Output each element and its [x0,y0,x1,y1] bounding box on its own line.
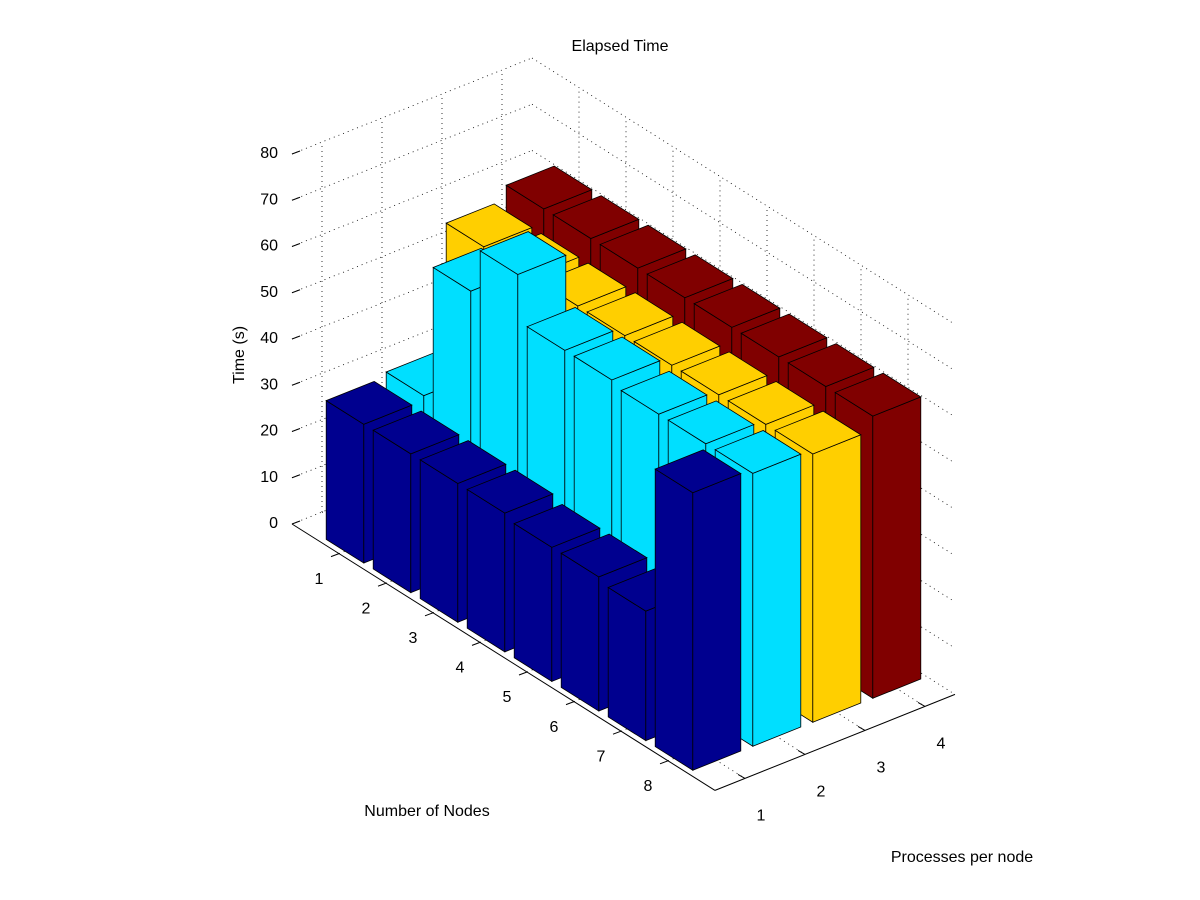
bar-face [812,434,862,723]
bar-top [667,400,755,445]
x-tick [612,730,622,735]
bar-top [727,381,815,425]
bar-top [654,449,742,494]
y-axis-line [714,693,956,791]
z-tick [291,381,301,386]
x-tick [424,612,434,617]
bar-top [586,292,674,337]
bar-face [419,459,459,623]
bar-top [372,410,460,455]
x-tick-label: 2 [362,600,371,617]
bar-face [372,429,412,594]
x-tick [330,553,340,558]
z-tick [291,520,301,525]
z-tick-label: 70 [260,191,278,208]
grid-line [291,57,533,155]
z-tick-label: 0 [269,515,278,532]
x-tick-label: 5 [503,689,512,706]
bar-top [325,380,413,425]
z-tick-label: 50 [260,284,278,301]
z-tick [291,474,301,479]
bar-top [479,231,567,275]
bar-top [419,440,507,484]
y-tick [737,773,746,779]
bar-face [872,396,922,699]
bar-top [573,336,661,381]
y-tick-label: 3 [877,760,886,777]
bar-top [505,165,593,210]
bar-top [620,370,708,415]
y-tick [857,725,866,731]
bar-top [560,533,648,578]
x-tick-label: 1 [315,571,324,588]
x-tick [565,701,575,706]
z-tick [291,335,301,340]
x-tick [377,582,387,587]
z-tick-label: 10 [260,469,278,486]
y-tick [797,749,806,755]
z-tick-label: 60 [260,238,278,255]
bar-top [646,254,734,299]
bar-top [834,372,922,417]
z-tick-label: 20 [260,423,278,440]
z-tick-label: 30 [260,376,278,393]
y-tick-label: 2 [817,784,826,801]
bar-face [466,488,506,653]
bar-face [654,468,694,771]
bar-top [693,283,781,328]
z-tick [291,428,301,432]
bar-face [513,522,553,683]
x-tick-label: 3 [409,630,418,647]
bar-face [692,472,742,771]
x-tick-label: 8 [644,778,653,795]
bar-face [560,552,600,712]
bar-top [680,351,768,396]
y-tick-label: 4 [937,736,946,753]
z-tick-label: 40 [260,330,278,347]
bar-top [740,313,828,358]
x-tick-label: 6 [550,719,559,736]
bar-top [633,321,721,366]
z-tick [291,243,301,247]
bar-face [325,399,365,564]
bar-face [607,586,647,742]
x-tick-label: 7 [597,748,606,765]
bar-top [787,343,875,387]
bar-top [513,503,601,548]
x-tick [659,760,669,765]
grid-line [291,150,533,247]
y-tick-label: 1 [757,808,766,825]
y-axis-label: Processes per node [891,849,1033,866]
bar-top [445,203,533,248]
chart-title: Elapsed Time [572,38,669,55]
x-tick [471,641,481,646]
x-tick [518,671,528,676]
bar-top [714,430,802,474]
x-axis-line [291,523,716,791]
bar-top [466,469,554,514]
z-tick [291,150,301,155]
bar-top [774,410,862,455]
x-tick-label: 4 [456,660,465,677]
z-tick [291,196,301,201]
z-tick [291,289,301,294]
y-tick [917,701,926,707]
grid-line [291,103,533,201]
axis-layer: 0 10 20 30 40 50 60 70 80 1 2 3 4 5 6 7 8 1 2 3 4 [260,145,956,825]
x-axis-label: Number of Nodes [364,803,489,820]
z-axis-label: Time (s) [231,326,248,384]
bar-top [526,307,614,351]
z-tick-label: 80 [260,145,278,162]
bar-top [552,195,640,239]
bar-top [599,224,687,269]
bar-face [752,453,802,747]
bar-layer [325,165,922,771]
